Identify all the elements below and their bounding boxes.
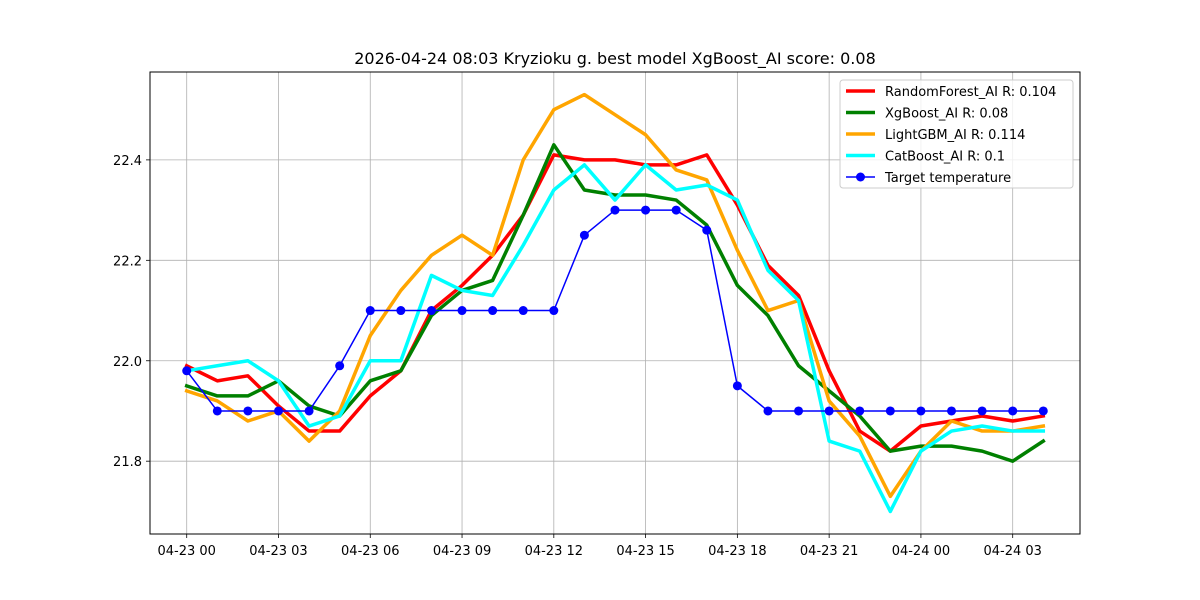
data-point xyxy=(947,406,957,416)
legend-label: XgBoost_AI R: 0.08 xyxy=(885,107,1008,122)
y-axis: 21.8 22.0 22.2 22.4 xyxy=(113,154,150,470)
series-0 xyxy=(184,153,1046,453)
data-point xyxy=(610,205,620,215)
data-point xyxy=(794,406,804,416)
data-point xyxy=(335,361,345,371)
series-3 xyxy=(184,163,1046,514)
y-tick-label: 21.8 xyxy=(113,455,142,470)
legend-item: LightGBM_AI R: 0.114 xyxy=(846,128,1025,143)
legend-item: Target temperature xyxy=(846,171,1011,186)
x-tick-label: 04-23 15 xyxy=(616,544,674,559)
data-point xyxy=(579,230,589,240)
data-point xyxy=(182,366,192,376)
x-tick-label: 04-23 12 xyxy=(525,544,583,559)
x-tick-label: 04-23 06 xyxy=(341,544,399,559)
y-tick-label: 22.2 xyxy=(113,254,142,269)
x-tick-label: 04-23 18 xyxy=(708,544,766,559)
series-line-0 xyxy=(184,153,1046,453)
legend-label: CatBoost_AI R: 0.1 xyxy=(885,150,1005,165)
series-1 xyxy=(184,143,1046,463)
x-tick-label: 04-23 09 xyxy=(433,544,491,559)
data-point xyxy=(977,406,987,416)
data-point xyxy=(885,406,895,416)
data-point xyxy=(855,406,865,416)
y-tick-label: 22.0 xyxy=(113,355,142,370)
data-point xyxy=(916,406,926,416)
data-point xyxy=(763,406,773,416)
legend-marker xyxy=(856,172,865,182)
x-tick-label: 04-23 21 xyxy=(800,544,858,559)
series-line-3 xyxy=(184,163,1046,514)
data-point xyxy=(732,381,742,391)
data-point xyxy=(212,406,222,416)
legend-label: LightGBM_AI R: 0.114 xyxy=(885,128,1025,143)
data-point xyxy=(304,406,314,416)
x-tick-label: 04-24 00 xyxy=(892,544,950,559)
data-point xyxy=(426,306,436,316)
plot-frame xyxy=(149,71,1081,535)
x-tick-label: 04-23 00 xyxy=(157,544,215,559)
data-point xyxy=(702,225,712,235)
y-tick-label: 22.4 xyxy=(113,154,142,169)
legend-item: XgBoost_AI R: 0.08 xyxy=(846,107,1008,122)
x-axis: 04-23 00 04-23 03 04-23 06 04-23 09 04-23 12… xyxy=(157,534,1042,559)
series-layer xyxy=(182,92,1048,514)
data-point xyxy=(396,306,406,316)
data-point xyxy=(1008,406,1018,416)
legend-box xyxy=(839,79,1074,189)
chart-title: 2026-04-24 08:03 Kryzioku g. best model … xyxy=(354,49,876,69)
data-point xyxy=(488,306,498,316)
x-tick-label: 04-24 03 xyxy=(983,544,1041,559)
x-tick-label: 04-23 03 xyxy=(249,544,307,559)
data-point xyxy=(243,406,253,416)
data-point xyxy=(824,406,834,416)
data-point xyxy=(518,306,528,316)
data-point xyxy=(1038,406,1048,416)
data-point xyxy=(671,205,681,215)
data-point xyxy=(365,306,375,316)
series-line-1 xyxy=(184,143,1046,463)
legend-item: RandomForest_AI R: 0.104 xyxy=(846,85,1056,100)
data-point xyxy=(549,306,559,316)
legend-label: Target temperature xyxy=(884,171,1011,186)
data-point xyxy=(273,406,283,416)
data-point xyxy=(641,205,651,215)
legend-label: RandomForest_AI R: 0.104 xyxy=(885,85,1056,100)
series-4 xyxy=(182,205,1048,416)
legend-item: CatBoost_AI R: 0.1 xyxy=(846,150,1005,165)
legend: RandomForest_AI R: 0.104 XgBoost_AI R: 0.… xyxy=(839,79,1074,189)
data-point xyxy=(457,306,467,316)
